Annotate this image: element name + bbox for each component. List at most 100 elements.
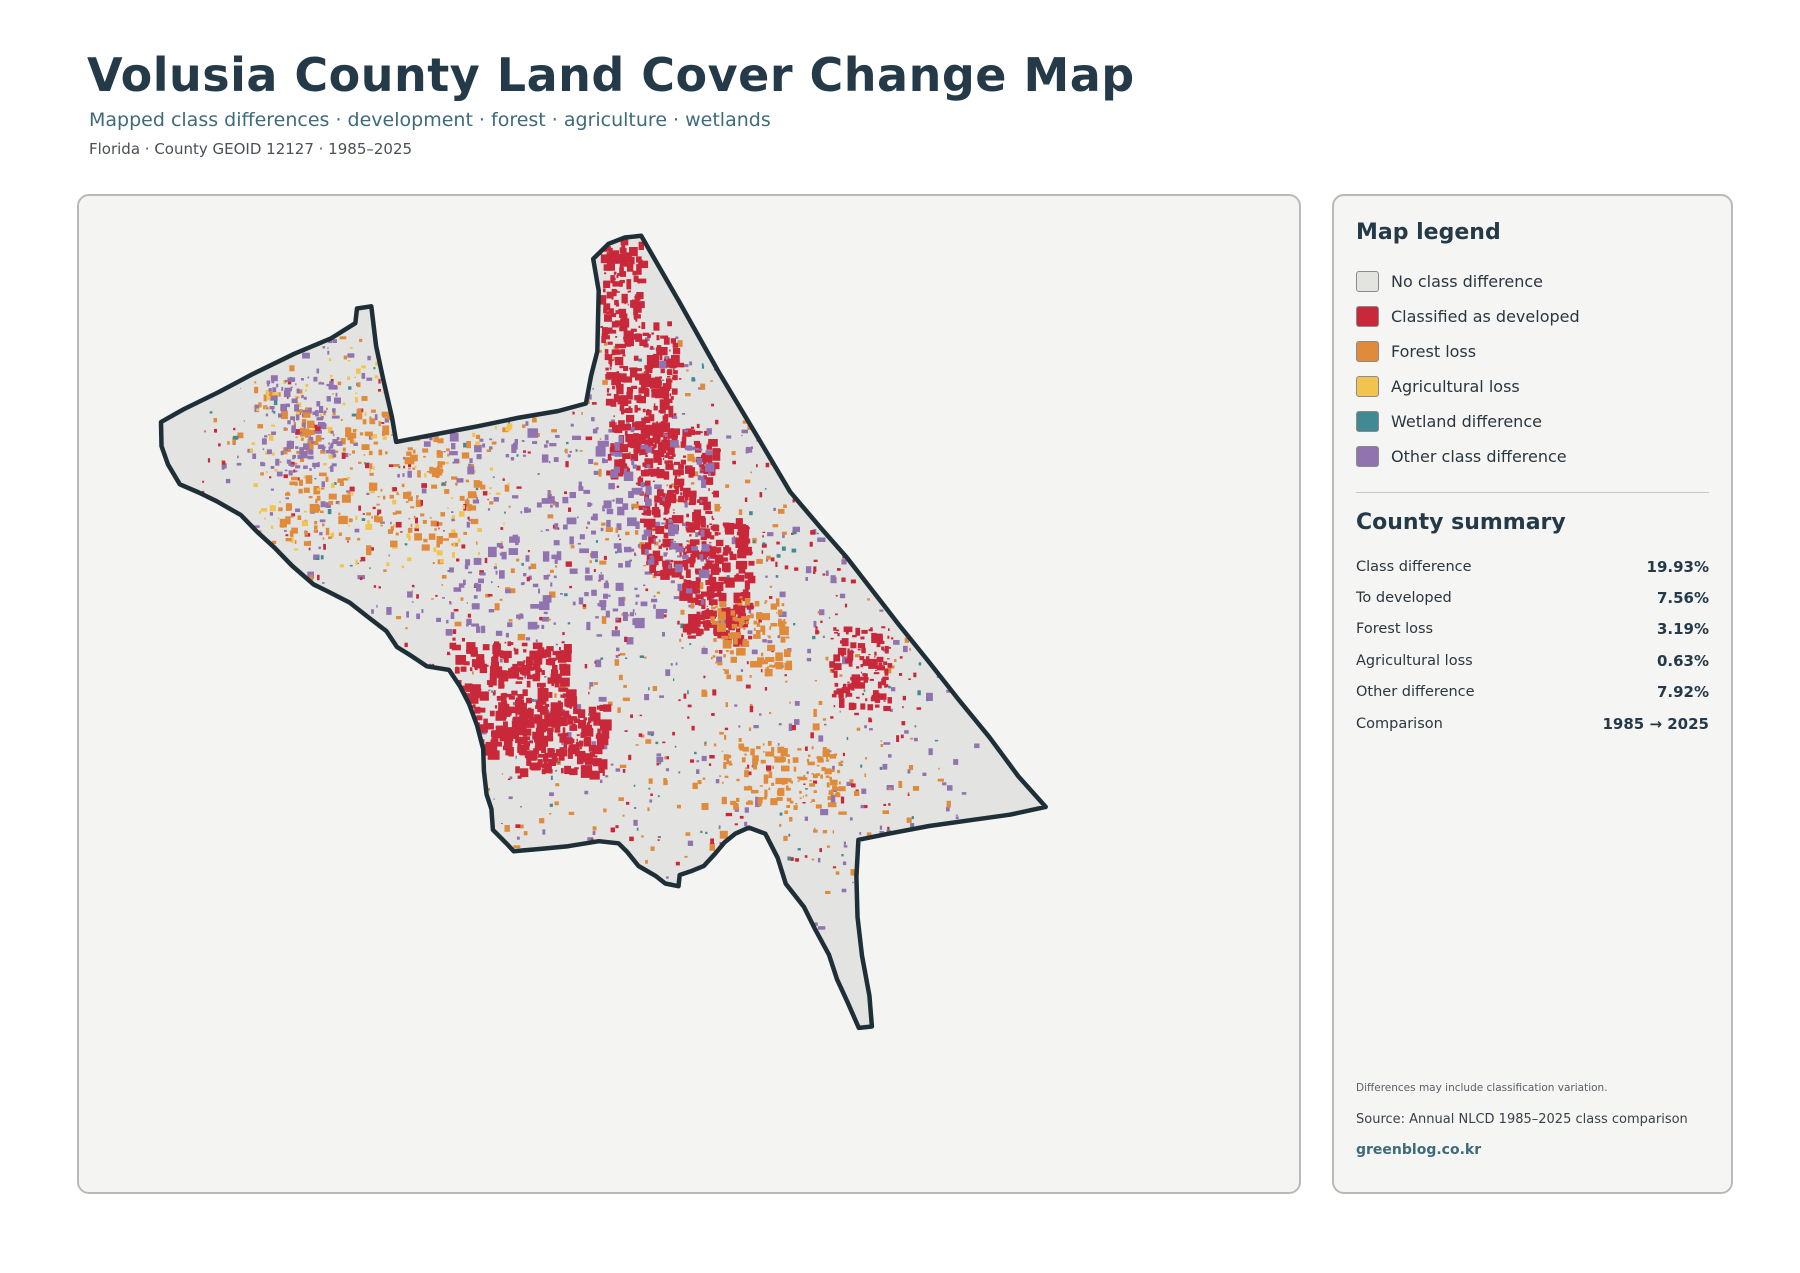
change-patch — [907, 591, 910, 593]
change-patch — [824, 370, 830, 376]
change-patch — [829, 769, 835, 773]
change-patch — [496, 542, 503, 548]
change-patch — [667, 447, 675, 456]
change-patch — [327, 426, 333, 433]
change-patch — [939, 836, 946, 843]
change-patch — [684, 623, 691, 630]
change-patch — [619, 267, 624, 274]
change-patch — [410, 825, 415, 829]
change-patch — [548, 657, 556, 666]
change-patch — [384, 650, 387, 653]
change-patch — [326, 396, 331, 402]
change-patch — [281, 410, 288, 420]
change-patch — [335, 392, 338, 397]
change-patch — [528, 566, 531, 570]
credit-link[interactable]: greenblog.co.kr — [1356, 1142, 1482, 1158]
change-patch — [787, 937, 792, 940]
change-patch — [517, 742, 522, 747]
change-patch — [351, 492, 354, 496]
change-patch — [322, 799, 325, 803]
change-patch — [724, 637, 727, 642]
change-patch — [543, 720, 550, 726]
change-patch — [685, 393, 691, 397]
change-patch — [742, 546, 752, 556]
change-patch — [714, 503, 720, 512]
change-patch — [465, 559, 471, 566]
change-patch — [556, 551, 562, 561]
change-patch — [332, 690, 339, 696]
change-patch — [599, 704, 606, 711]
change-patch — [625, 434, 638, 443]
change-patch — [281, 883, 287, 886]
change-patch — [926, 699, 929, 702]
change-patch — [410, 350, 414, 352]
change-patch — [523, 450, 526, 453]
change-patch — [547, 727, 554, 733]
change-patch — [655, 378, 660, 383]
change-patch — [516, 836, 520, 840]
change-patch — [654, 495, 661, 503]
change-patch — [668, 564, 672, 569]
change-patch — [347, 540, 349, 543]
page-subtitle: Mapped class differences · development ·… — [89, 109, 771, 131]
change-patch — [516, 486, 522, 489]
change-patch — [903, 464, 906, 467]
change-patch — [880, 744, 884, 747]
change-patch — [227, 651, 234, 658]
change-patch — [718, 862, 723, 870]
change-patch — [568, 811, 575, 815]
change-patch — [514, 702, 519, 707]
change-patch — [753, 620, 757, 625]
change-patch — [791, 725, 796, 731]
change-patch — [255, 581, 259, 584]
change-patch — [341, 452, 346, 459]
change-patch — [689, 622, 699, 634]
change-patch — [612, 426, 619, 433]
change-patch — [578, 481, 582, 487]
change-patch — [843, 528, 847, 533]
change-patch — [848, 702, 855, 711]
change-patch — [659, 360, 668, 369]
change-patch — [854, 712, 859, 716]
change-patch — [423, 441, 431, 447]
change-patch — [467, 491, 477, 499]
change-patch — [341, 768, 346, 775]
change-patch — [307, 455, 314, 460]
change-patch — [712, 600, 715, 602]
change-patch — [668, 524, 675, 537]
county-map[interactable] — [79, 196, 1301, 1194]
change-patch — [674, 475, 677, 479]
change-patch — [778, 620, 786, 627]
change-patch — [827, 845, 830, 848]
map-panel[interactable]: N — [77, 194, 1301, 1194]
change-patch — [680, 441, 687, 448]
change-patch — [615, 654, 619, 658]
change-patch — [240, 387, 242, 389]
change-patch — [651, 377, 655, 384]
change-patch — [812, 635, 816, 640]
change-patch — [285, 534, 289, 537]
change-patch — [845, 690, 848, 693]
change-patch — [436, 450, 441, 455]
change-patch — [433, 761, 436, 764]
change-patch — [446, 653, 451, 656]
change-patch — [665, 433, 668, 437]
change-patch — [636, 827, 639, 831]
change-patch — [559, 747, 564, 753]
change-patch — [599, 560, 607, 565]
change-patch — [710, 616, 715, 622]
change-patch — [244, 748, 247, 752]
change-patch — [501, 551, 507, 560]
change-patch — [603, 593, 609, 599]
change-patch — [262, 776, 267, 781]
change-patch — [300, 457, 305, 462]
change-patch — [622, 354, 626, 357]
change-patch — [878, 560, 880, 563]
change-patch — [356, 408, 362, 414]
change-patch — [297, 636, 302, 640]
change-patch — [489, 467, 494, 471]
change-patch — [663, 512, 668, 515]
change-patch — [663, 532, 669, 538]
change-patch — [730, 610, 736, 616]
change-patch — [387, 358, 392, 365]
